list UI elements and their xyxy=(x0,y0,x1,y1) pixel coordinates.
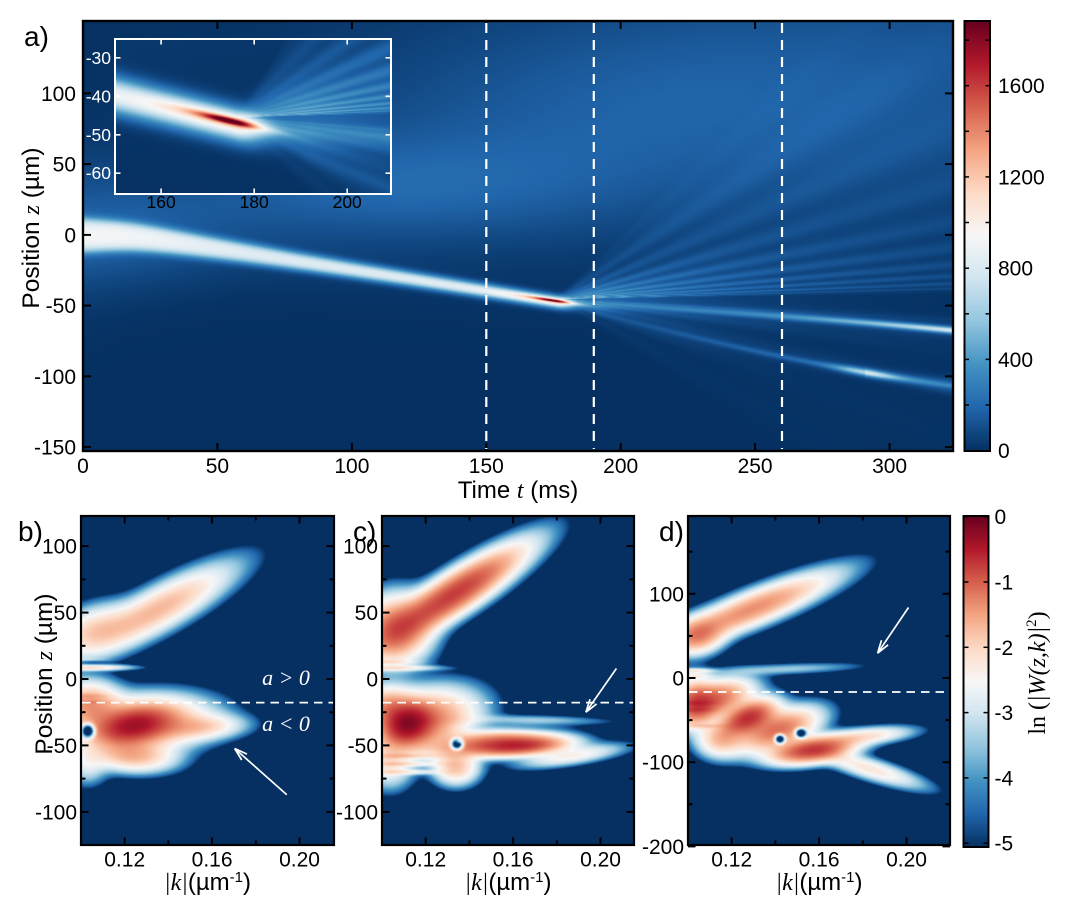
svg-text:a): a) xyxy=(24,21,49,52)
svg-text:-4: -4 xyxy=(995,767,1014,790)
svg-text:250: 250 xyxy=(738,455,773,478)
svg-text:-100: -100 xyxy=(336,801,378,824)
svg-text:0.20: 0.20 xyxy=(580,849,621,872)
svg-text:0: 0 xyxy=(64,224,76,247)
svg-text:400: 400 xyxy=(998,349,1033,372)
svg-text:200: 200 xyxy=(603,455,638,478)
svg-text:Position z (µm): Position z (µm) xyxy=(18,147,45,308)
svg-text:0: 0 xyxy=(65,669,77,692)
svg-text:1200: 1200 xyxy=(998,166,1045,189)
svg-text:0.12: 0.12 xyxy=(405,849,446,872)
svg-text:50: 50 xyxy=(53,154,76,177)
svg-text:-3: -3 xyxy=(995,702,1014,725)
svg-text:800: 800 xyxy=(998,258,1033,281)
svg-text:0.20: 0.20 xyxy=(886,849,927,872)
svg-text:-5: -5 xyxy=(995,833,1014,856)
svg-text:0.16: 0.16 xyxy=(192,849,233,872)
svg-text:|k|(µm-1): |k|(µm-1) xyxy=(464,869,551,896)
svg-text:50: 50 xyxy=(54,602,77,625)
svg-text:Position z (µm): Position z (µm) xyxy=(31,593,58,754)
svg-text:150: 150 xyxy=(469,455,504,478)
svg-text:b): b) xyxy=(18,516,43,547)
svg-text:0.16: 0.16 xyxy=(799,849,840,872)
svg-text:-2: -2 xyxy=(995,637,1014,660)
svg-text:-50: -50 xyxy=(47,735,77,758)
svg-text:0: 0 xyxy=(998,440,1010,463)
svg-text:0.12: 0.12 xyxy=(711,849,752,872)
svg-text:0.12: 0.12 xyxy=(104,849,145,872)
svg-text:50: 50 xyxy=(206,455,229,478)
svg-text:d): d) xyxy=(659,516,684,547)
svg-text:100: 100 xyxy=(334,455,369,478)
svg-text:0: 0 xyxy=(77,455,89,478)
svg-text:-100: -100 xyxy=(642,752,684,775)
svg-text:50: 50 xyxy=(355,602,378,625)
svg-text:0.20: 0.20 xyxy=(279,849,320,872)
svg-text:0: 0 xyxy=(995,506,1007,529)
svg-text:100: 100 xyxy=(343,536,378,559)
svg-text:ln (|W(z,k)|2): ln (|W(z,k)|2) xyxy=(1024,611,1051,734)
svg-text:|k|(µm-1): |k|(µm-1) xyxy=(164,869,251,896)
svg-text:300: 300 xyxy=(872,455,907,478)
svg-text:-150: -150 xyxy=(34,437,76,460)
svg-text:100: 100 xyxy=(41,83,76,106)
svg-text:-1: -1 xyxy=(995,572,1014,595)
svg-text:-200: -200 xyxy=(642,836,684,859)
svg-text:-50: -50 xyxy=(46,295,76,318)
svg-text:0: 0 xyxy=(672,668,684,691)
svg-text:Time t (ms): Time t (ms) xyxy=(458,477,578,504)
svg-text:-50: -50 xyxy=(348,735,378,758)
svg-text:0: 0 xyxy=(366,669,378,692)
svg-text:100: 100 xyxy=(42,536,77,559)
svg-text:100: 100 xyxy=(649,583,684,606)
svg-text:-100: -100 xyxy=(34,366,76,389)
svg-text:c): c) xyxy=(353,516,376,547)
svg-text:0.16: 0.16 xyxy=(493,849,534,872)
svg-text:|k|(µm-1): |k|(µm-1) xyxy=(775,869,862,896)
svg-text:-100: -100 xyxy=(35,801,77,824)
svg-text:1600: 1600 xyxy=(998,75,1045,98)
